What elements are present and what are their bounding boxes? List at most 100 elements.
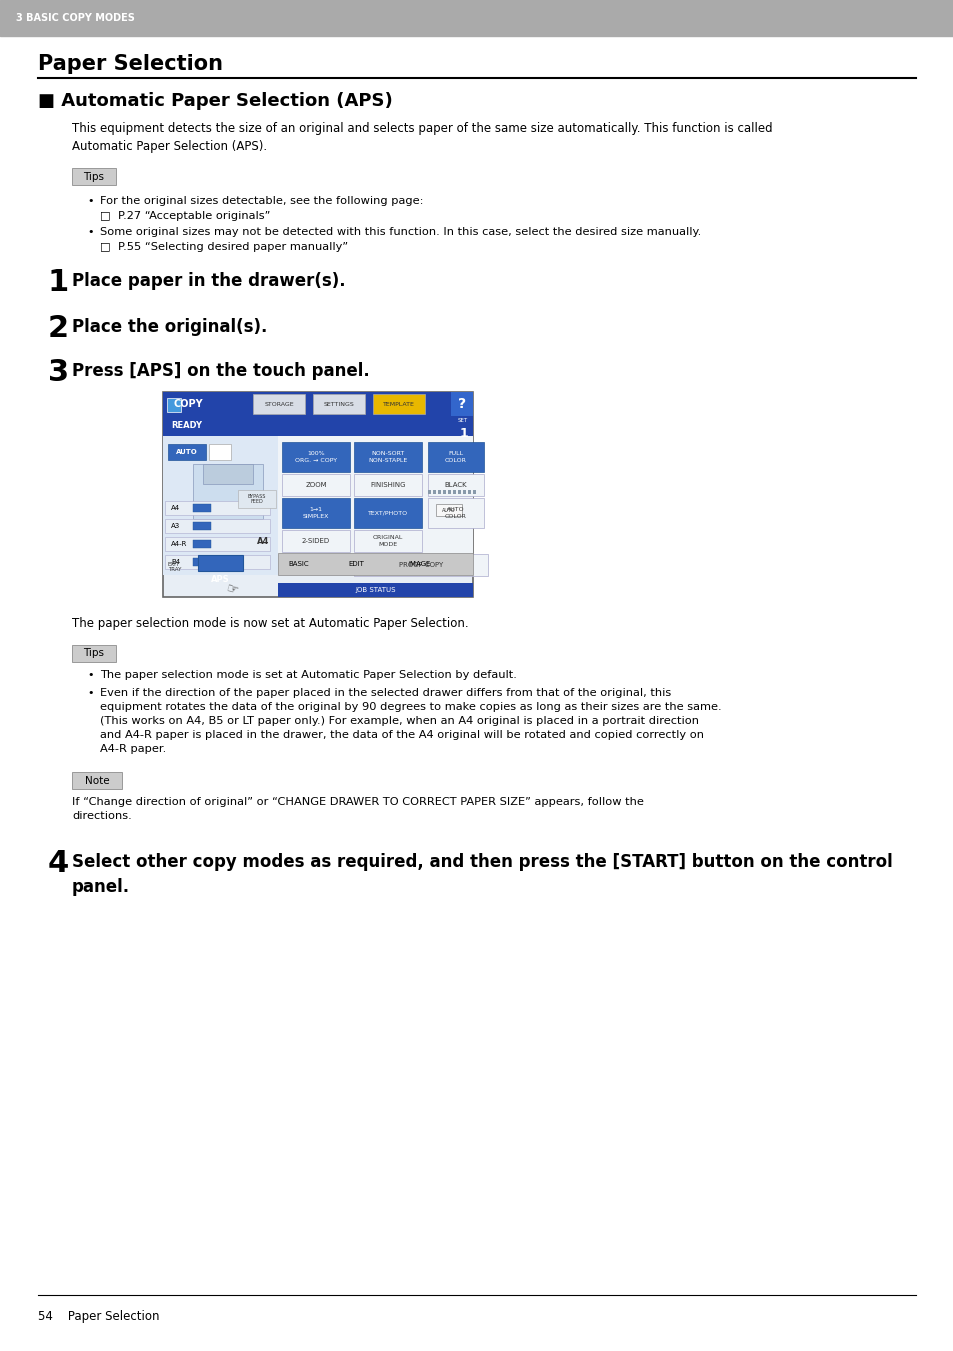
Text: 2-SIDED: 2-SIDED: [301, 538, 330, 544]
Text: IMAGE: IMAGE: [408, 561, 430, 567]
Text: 3 BASIC COPY MODES: 3 BASIC COPY MODES: [16, 14, 134, 23]
Text: Select other copy modes as required, and then press the [START] button on the co: Select other copy modes as required, and…: [71, 852, 892, 896]
Bar: [71, 644, 116, 662]
Bar: [163, 392, 473, 416]
Bar: [168, 444, 206, 459]
Text: Tips: Tips: [84, 172, 105, 181]
Text: ?: ?: [457, 397, 466, 411]
Text: A4: A4: [171, 505, 180, 511]
Text: •: •: [87, 227, 93, 236]
Text: AUTO
COLOR: AUTO COLOR: [445, 508, 466, 519]
Text: BYPASS
FEED: BYPASS FEED: [248, 493, 266, 504]
Text: 1→1
SIMPLEX: 1→1 SIMPLEX: [302, 508, 329, 519]
Bar: [462, 490, 465, 494]
Bar: [193, 463, 263, 519]
Bar: [473, 490, 476, 494]
Text: Place the original(s).: Place the original(s).: [71, 317, 267, 336]
Bar: [282, 499, 350, 528]
Bar: [193, 521, 211, 530]
Bar: [163, 392, 473, 597]
Bar: [165, 555, 270, 569]
Text: PROOF COPY: PROOF COPY: [398, 562, 442, 567]
Bar: [451, 392, 473, 416]
Bar: [282, 530, 350, 553]
Text: READY: READY: [171, 422, 202, 431]
Text: SETTINGS: SETTINGS: [323, 401, 354, 407]
Text: •: •: [87, 688, 93, 698]
Text: EDIT: EDIT: [348, 561, 363, 567]
Text: •: •: [87, 670, 93, 680]
Text: Press [APS] on the touch panel.: Press [APS] on the touch panel.: [71, 362, 370, 380]
Text: 1: 1: [48, 267, 70, 297]
Text: equipment rotates the data of the original by 90 degrees to make copies as long : equipment rotates the data of the origin…: [100, 703, 720, 712]
Bar: [277, 584, 473, 597]
Text: Tips: Tips: [84, 648, 105, 658]
Bar: [468, 490, 471, 494]
Text: Note: Note: [85, 775, 110, 785]
Text: SET: SET: [457, 417, 468, 423]
Text: Paper Selection: Paper Selection: [38, 54, 223, 74]
Text: The paper selection mode is now set at Automatic Paper Selection.: The paper selection mode is now set at A…: [71, 617, 468, 630]
Text: A4: A4: [256, 536, 269, 546]
Text: 2: 2: [48, 313, 69, 343]
Bar: [354, 530, 421, 553]
Text: APS: APS: [211, 574, 229, 584]
Text: AUTO: AUTO: [176, 449, 197, 455]
Bar: [313, 394, 365, 413]
Text: TEMPLATE: TEMPLATE: [383, 401, 415, 407]
Bar: [237, 490, 275, 508]
Text: Some original sizes may not be detected with this function. In this case, select: Some original sizes may not be detected …: [100, 227, 700, 236]
Bar: [203, 463, 253, 484]
Bar: [428, 490, 431, 494]
Text: A4-R: A4-R: [171, 540, 187, 547]
Bar: [71, 168, 116, 185]
Bar: [0, 0, 953, 36]
Bar: [209, 444, 231, 459]
Bar: [354, 442, 421, 471]
Text: and A4-R paper is placed in the drawer, the data of the A4 original will be rota: and A4-R paper is placed in the drawer, …: [100, 730, 703, 740]
Bar: [373, 394, 424, 413]
Bar: [428, 474, 483, 496]
Bar: [163, 436, 473, 576]
Bar: [428, 442, 483, 471]
Bar: [163, 416, 473, 436]
Text: 54    Paper Selection: 54 Paper Selection: [38, 1310, 159, 1323]
Bar: [71, 771, 122, 789]
Bar: [277, 553, 473, 576]
Text: •: •: [87, 196, 93, 205]
Bar: [354, 474, 421, 496]
Text: JOB STATUS: JOB STATUS: [355, 586, 395, 593]
Bar: [448, 490, 451, 494]
Bar: [193, 558, 211, 566]
Bar: [193, 504, 211, 512]
Text: B4: B4: [171, 559, 180, 565]
Bar: [453, 490, 456, 494]
Bar: [457, 490, 460, 494]
Text: STORAGE: STORAGE: [264, 401, 294, 407]
Text: A4-R paper.: A4-R paper.: [100, 744, 166, 754]
Text: ☞: ☞: [225, 581, 240, 597]
Bar: [282, 442, 350, 471]
Text: For the original sizes detectable, see the following page:: For the original sizes detectable, see t…: [100, 196, 423, 205]
Bar: [165, 519, 270, 534]
Bar: [354, 554, 488, 576]
Bar: [165, 536, 270, 551]
Text: □  P.55 “Selecting desired paper manually”: □ P.55 “Selecting desired paper manually…: [100, 242, 348, 253]
Text: BASIC: BASIC: [288, 561, 309, 567]
Text: 4: 4: [48, 848, 70, 878]
Bar: [428, 499, 483, 528]
Text: COPY: COPY: [173, 399, 203, 409]
Bar: [193, 540, 211, 549]
Bar: [433, 490, 436, 494]
Text: EXIT
TRAY: EXIT TRAY: [168, 562, 181, 571]
Text: ZOOM: ZOOM: [305, 482, 327, 488]
Bar: [442, 490, 446, 494]
Text: NON-SORT
NON-STAPLE: NON-SORT NON-STAPLE: [368, 451, 407, 462]
Text: 100%
ORG. → COPY: 100% ORG. → COPY: [294, 451, 336, 462]
Text: ■ Automatic Paper Selection (APS): ■ Automatic Paper Selection (APS): [38, 92, 393, 109]
Text: (This works on A4, B5 or LT paper only.) For example, when an A4 original is pla: (This works on A4, B5 or LT paper only.)…: [100, 716, 699, 725]
Text: 3: 3: [48, 358, 69, 386]
Text: Even if the direction of the paper placed in the selected drawer differs from th: Even if the direction of the paper place…: [100, 688, 671, 698]
Text: Place paper in the drawer(s).: Place paper in the drawer(s).: [71, 272, 345, 290]
Text: This equipment detects the size of an original and selects paper of the same siz: This equipment detects the size of an or…: [71, 122, 772, 153]
